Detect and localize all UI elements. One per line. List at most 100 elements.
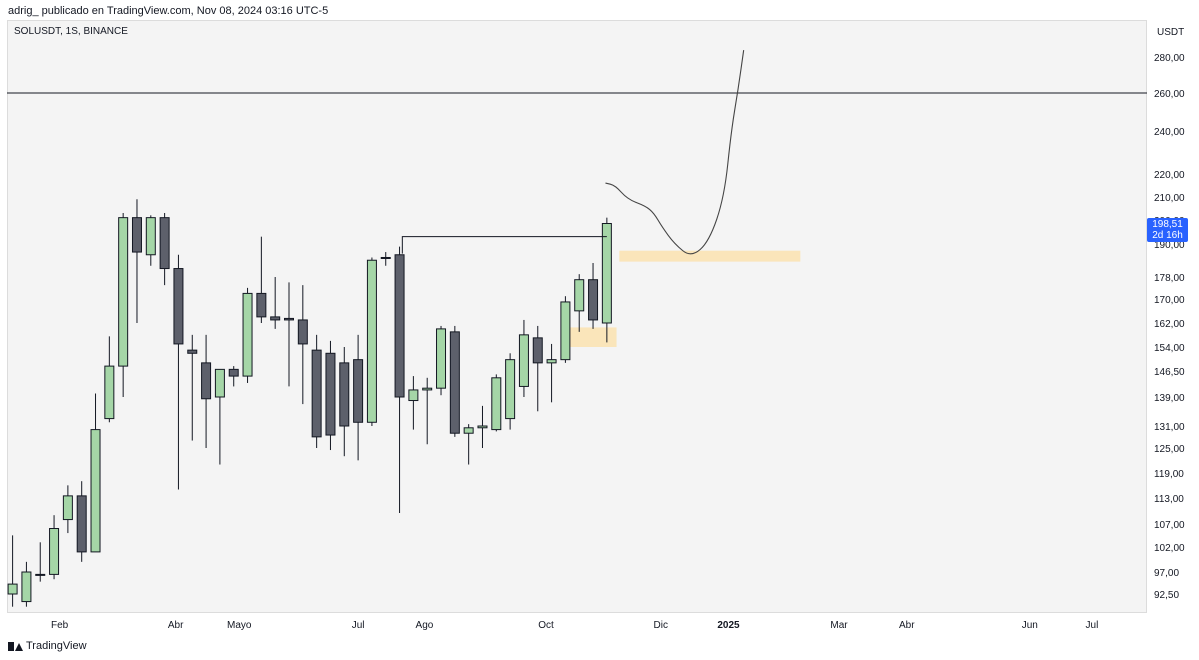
candle-body — [436, 328, 447, 389]
candle-body — [104, 365, 115, 420]
y-tick-label: 107,00 — [1154, 520, 1185, 531]
candle — [477, 405, 488, 448]
candle — [546, 343, 557, 403]
candle — [408, 376, 419, 430]
candle-body — [62, 495, 73, 521]
highlight-zone — [565, 327, 617, 347]
candle — [463, 424, 474, 465]
candle — [131, 199, 142, 323]
candle — [325, 340, 336, 451]
candle-body — [145, 217, 156, 256]
brand-label: TradingView — [26, 640, 87, 652]
current-price-tag: 198,51 2d 16h — [1147, 218, 1188, 242]
candle-body — [353, 359, 364, 423]
candle — [118, 212, 129, 397]
candle — [173, 254, 184, 490]
candle-body — [7, 583, 18, 595]
candle — [394, 246, 405, 513]
candle-body — [491, 377, 502, 431]
candle — [49, 515, 60, 580]
candle — [228, 366, 239, 387]
candle-body — [505, 359, 516, 420]
x-tick-label: Feb — [51, 620, 69, 631]
y-tick-label: 131,00 — [1154, 422, 1185, 433]
candle-body — [49, 528, 60, 575]
candle-body — [242, 292, 253, 377]
x-tick-label: Mayo — [227, 620, 252, 631]
candle-body — [339, 362, 350, 427]
tradingview-logo-icon — [8, 641, 23, 651]
highlight-zone — [619, 250, 801, 262]
candle-body — [76, 495, 87, 553]
candle — [35, 542, 46, 582]
candle-body — [297, 319, 308, 345]
candle — [214, 368, 225, 465]
candle-body — [588, 279, 599, 321]
candle-body — [131, 217, 142, 253]
candle-body — [325, 352, 336, 436]
candle-body — [256, 292, 267, 318]
y-tick-label: 146,50 — [1154, 367, 1185, 378]
candle — [297, 285, 308, 405]
publisher-header: adrig_ publicado en TradingView.com, Nov… — [8, 5, 329, 17]
tradingview-brand[interactable]: TradingView — [8, 640, 87, 652]
candle-body — [173, 268, 184, 345]
x-tick-label: Abr — [168, 620, 184, 631]
candle-body — [228, 368, 239, 377]
y-tick-label: 119,00 — [1154, 469, 1184, 480]
y-tick-label: 113,00 — [1154, 494, 1184, 505]
candle — [21, 561, 32, 607]
x-tick-label: Abr — [899, 620, 915, 631]
candle — [353, 334, 364, 461]
candle — [436, 325, 447, 396]
candle-body — [214, 368, 225, 398]
candle-body — [159, 217, 170, 270]
candle-body — [311, 349, 322, 438]
y-tick-label: 178,00 — [1154, 273, 1185, 284]
candle-body — [463, 427, 474, 434]
candle-body — [187, 349, 198, 354]
candle-body — [270, 316, 281, 321]
y-tick-label: 170,00 — [1154, 295, 1185, 306]
y-tick-label: 139,00 — [1154, 393, 1185, 404]
candle-body — [449, 331, 460, 434]
candle-body — [366, 259, 377, 423]
candle-body — [477, 425, 488, 429]
candle — [601, 217, 612, 343]
candle-body — [601, 222, 612, 324]
y-tick-label: 260,00 — [1154, 89, 1185, 100]
candle — [532, 325, 543, 412]
y-tick-label: 102,00 — [1154, 543, 1185, 554]
candle-body — [394, 254, 405, 398]
candle — [449, 325, 460, 437]
y-tick-label: 240,00 — [1154, 127, 1185, 138]
x-tick-label: Jul — [352, 620, 365, 631]
resistance-ray — [401, 236, 607, 254]
candle — [560, 296, 571, 363]
candle-body — [201, 362, 212, 400]
candle — [505, 353, 516, 430]
y-tick-label: 154,00 — [1154, 343, 1185, 354]
candle — [145, 215, 156, 266]
y-tick-label: 190,00 — [1154, 240, 1185, 251]
y-tick-label: 97,00 — [1154, 568, 1179, 579]
y-tick-label: 210,00 — [1154, 193, 1185, 204]
candle-body — [35, 573, 46, 576]
x-tick-label: Ago — [416, 620, 434, 631]
x-tick-label: 2025 — [717, 620, 740, 631]
candle — [588, 262, 599, 329]
candle — [339, 347, 350, 457]
candle — [284, 282, 294, 387]
candle — [159, 212, 170, 286]
candle — [187, 334, 198, 441]
y-tick-label: 92,50 — [1154, 590, 1179, 601]
candle — [311, 334, 322, 448]
candle — [518, 319, 529, 397]
current-price-value: 198,51 — [1152, 219, 1183, 230]
symbol-label[interactable]: SOLUSDT, 1S, BINANCE — [14, 26, 128, 37]
y-tick-label: 220,00 — [1154, 170, 1185, 181]
candle-body — [518, 334, 529, 387]
plot-area[interactable] — [7, 20, 1147, 613]
candle-countdown: 2d 16h — [1152, 230, 1183, 241]
